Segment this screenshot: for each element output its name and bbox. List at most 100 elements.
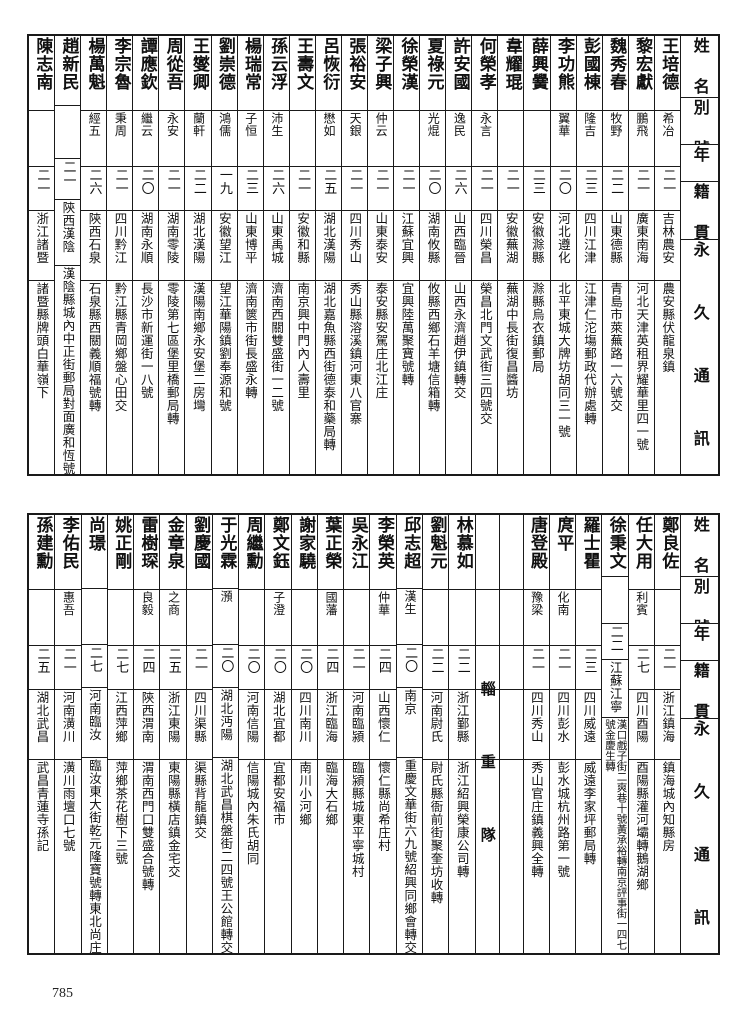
- person-origin-cell: 安徽蕪湖: [498, 210, 524, 280]
- person-name-cell: 王燮卿: [185, 36, 210, 110]
- blank-cell: [475, 759, 499, 953]
- person-age-cell: 二〇: [265, 645, 291, 689]
- person-alias: 永安: [165, 112, 180, 137]
- person-origin-cell: 湖南零陵: [159, 210, 185, 280]
- person-age-cell: 二五: [160, 645, 186, 689]
- person-alias: 澦: [219, 590, 234, 603]
- person-address-cell: 渭南西門口雙盛合號轉: [134, 759, 160, 953]
- person-origin-cell: 四川江津: [576, 210, 602, 280]
- person-origin-cell: 山東禹城: [263, 210, 289, 280]
- person-origin: 陝西漢陰: [60, 201, 76, 254]
- person-name: 王燮卿: [188, 37, 209, 91]
- person-alias-cell: 鵬飛: [628, 110, 654, 166]
- person-column: 羅士瞿 二三 四川威遠 威遠李家坪郵局轉: [575, 515, 602, 953]
- person-address: 秀山官庄鎮義興全轉: [529, 761, 545, 878]
- row-header-address: 永 久 通 訊 處: [690, 240, 710, 474]
- person-name: 夏祿元: [423, 37, 444, 91]
- person-column: 鄭文鈺 子澄 二〇 湖北宜都 宜都安福市: [264, 515, 291, 953]
- blank-column: [474, 515, 499, 953]
- person-name: 李佑民: [58, 516, 79, 570]
- person-origin-cell: 湖北漢陽: [185, 210, 211, 280]
- person-age: 二一: [373, 168, 389, 195]
- person-address: 重慶文華街六九號紹興同鄉會轉交: [402, 758, 418, 953]
- person-alias-cell: 惠吾: [55, 589, 81, 645]
- person-age: 二一: [34, 168, 50, 195]
- person-age-cell: 二一: [368, 166, 394, 210]
- person-name-cell: 黎宏獻: [629, 36, 654, 110]
- person-age-cell: 二一: [654, 645, 681, 689]
- person-name: 徐秉文: [605, 516, 626, 570]
- person-age: 二一: [399, 168, 415, 195]
- person-column: 王培德 希冶 二一 吉林農安 農安縣伏龍泉鎮: [653, 36, 680, 474]
- person-alias-cell: [289, 110, 315, 166]
- person-origin: 四川彭水: [555, 691, 571, 743]
- person-age: 二一: [477, 168, 493, 195]
- person-name-cell: 楊萬魁: [81, 36, 106, 110]
- person-alias: 秉周: [113, 112, 128, 137]
- person-age-cell: 二一: [549, 645, 576, 689]
- row-header-origin: 籍 貫: [690, 182, 710, 239]
- person-name: 林慕如: [452, 516, 473, 570]
- blank-cell: [475, 589, 499, 645]
- person-name: 張裕安: [345, 37, 366, 91]
- person-address-cell: 湖北嘉魚縣西街德泰和藥局轉: [315, 280, 341, 474]
- person-age: 二〇: [138, 168, 154, 195]
- person-alias: 鴻儒: [217, 112, 232, 137]
- person-column: 金章泉 之商 二五 浙江東陽 東陽縣橫店鎮金宅交: [159, 515, 186, 953]
- person-age: 二七: [113, 647, 129, 674]
- person-name-cell: 張裕安: [342, 36, 367, 110]
- person-origin: 吉林農安: [660, 212, 676, 264]
- person-alias: 之商: [166, 591, 181, 616]
- person-age-cell: 二一: [159, 166, 185, 210]
- person-origin-cell: 山西懷仁: [370, 689, 396, 759]
- person-name-cell: 徐秉文: [602, 515, 627, 576]
- person-alias-cell: [344, 589, 370, 645]
- person-column: 許安國 逸民 二六 山西臨晉 山西永濟趙伊鎮轉交: [445, 36, 472, 474]
- person-address: 長沙市新運街一八號: [138, 282, 154, 399]
- person-address-cell: 濟南篋市街長盛永轉: [237, 280, 263, 474]
- person-origin: 四川黔江: [112, 212, 128, 264]
- person-name-cell: 劉崇德: [212, 36, 237, 110]
- row-header-column: 姓 名別 號年 齡籍 貫永 久 通 訊 處: [680, 515, 719, 953]
- person-name: 劉慶國: [190, 516, 211, 570]
- person-origin: 安徽滁縣: [529, 212, 545, 264]
- person-column: 韋耀琨 二一 安徽蕪湖 蕪湖中長街復昌醬坊: [497, 36, 524, 474]
- person-alias-cell: 光焜: [420, 110, 446, 166]
- blank-cell: [499, 759, 523, 953]
- person-origin: 浙江鎮海: [660, 691, 676, 743]
- person-age: 二六: [269, 168, 285, 195]
- person-address: 武昌青蓮寺孫記: [34, 761, 50, 852]
- person-alias: 仲云: [374, 112, 389, 137]
- person-origin: 河南尉氏: [428, 691, 444, 743]
- person-age: 二四: [375, 647, 391, 674]
- person-column: 張裕安 天銀 二一 四川秀山 秀山縣溶溪鎮河東八官寨: [340, 36, 368, 474]
- person-address: 滁縣烏衣鎮郵局: [529, 282, 545, 373]
- person-age-cell: 二〇: [239, 645, 265, 689]
- person-address-cell: 尉氏縣衙前街聚奎坊收轉: [422, 759, 449, 953]
- person-age: 二一: [555, 647, 571, 674]
- person-origin: 湖南永順: [138, 212, 154, 264]
- person-name: 李宗魯: [110, 37, 131, 91]
- person-age-cell: 二五: [29, 645, 55, 689]
- person-name-cell: 葉正榮: [318, 515, 343, 589]
- row-header-age-cell: 年 齡: [680, 143, 718, 181]
- person-address-cell: 懷仁縣尚希庄村: [370, 759, 396, 953]
- person-alias: 天銀: [348, 112, 363, 137]
- person-origin: 湖北沔陽: [218, 689, 234, 742]
- person-name-cell: 劉魁元: [423, 515, 448, 589]
- person-name: 呂恢衍: [319, 37, 340, 91]
- person-name: 韋耀琨: [501, 37, 522, 91]
- person-name: 鄭良佐: [658, 516, 679, 570]
- person-name: 楊瑞常: [241, 37, 261, 91]
- person-address-cell: 武昌青蓮寺孫記: [29, 759, 55, 953]
- person-name-cell: 林慕如: [449, 515, 474, 589]
- person-name: 庹平: [553, 516, 574, 552]
- person-name: 姚正剛: [111, 516, 132, 570]
- person-alias-cell: [498, 110, 524, 166]
- person-name-cell: 李佑民: [55, 515, 80, 589]
- person-address: 北平東城大牌坊胡同三一號: [555, 282, 571, 438]
- person-alias-cell: 子恒: [237, 110, 263, 166]
- person-address: 尉氏縣衙前街聚奎坊收轉: [428, 761, 444, 904]
- person-age-cell: 二一: [29, 166, 55, 210]
- person-age: 二三: [582, 168, 597, 195]
